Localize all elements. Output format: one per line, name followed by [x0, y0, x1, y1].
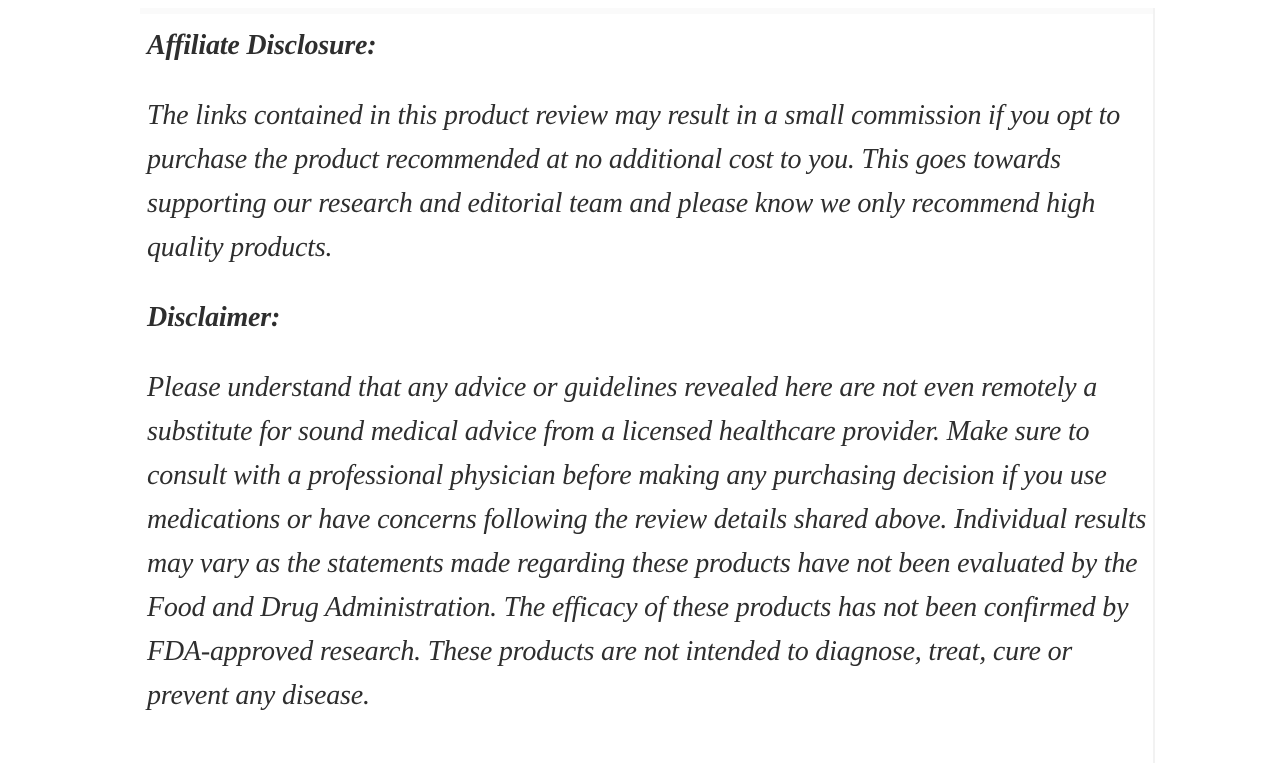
- disclaimer-heading: Disclaimer:: [147, 302, 281, 333]
- affiliate-disclosure-text: The links contained in this product revi…: [147, 100, 1121, 263]
- content-right-edge: [1153, 8, 1155, 763]
- disclaimer-text: Please understand that any advice or gui…: [147, 372, 1147, 711]
- affiliate-disclosure-heading: Affiliate Disclosure:: [147, 30, 377, 61]
- article-content: Affiliate Disclosure: The links containe…: [147, 0, 1153, 744]
- content-top-divider: [140, 8, 1154, 14]
